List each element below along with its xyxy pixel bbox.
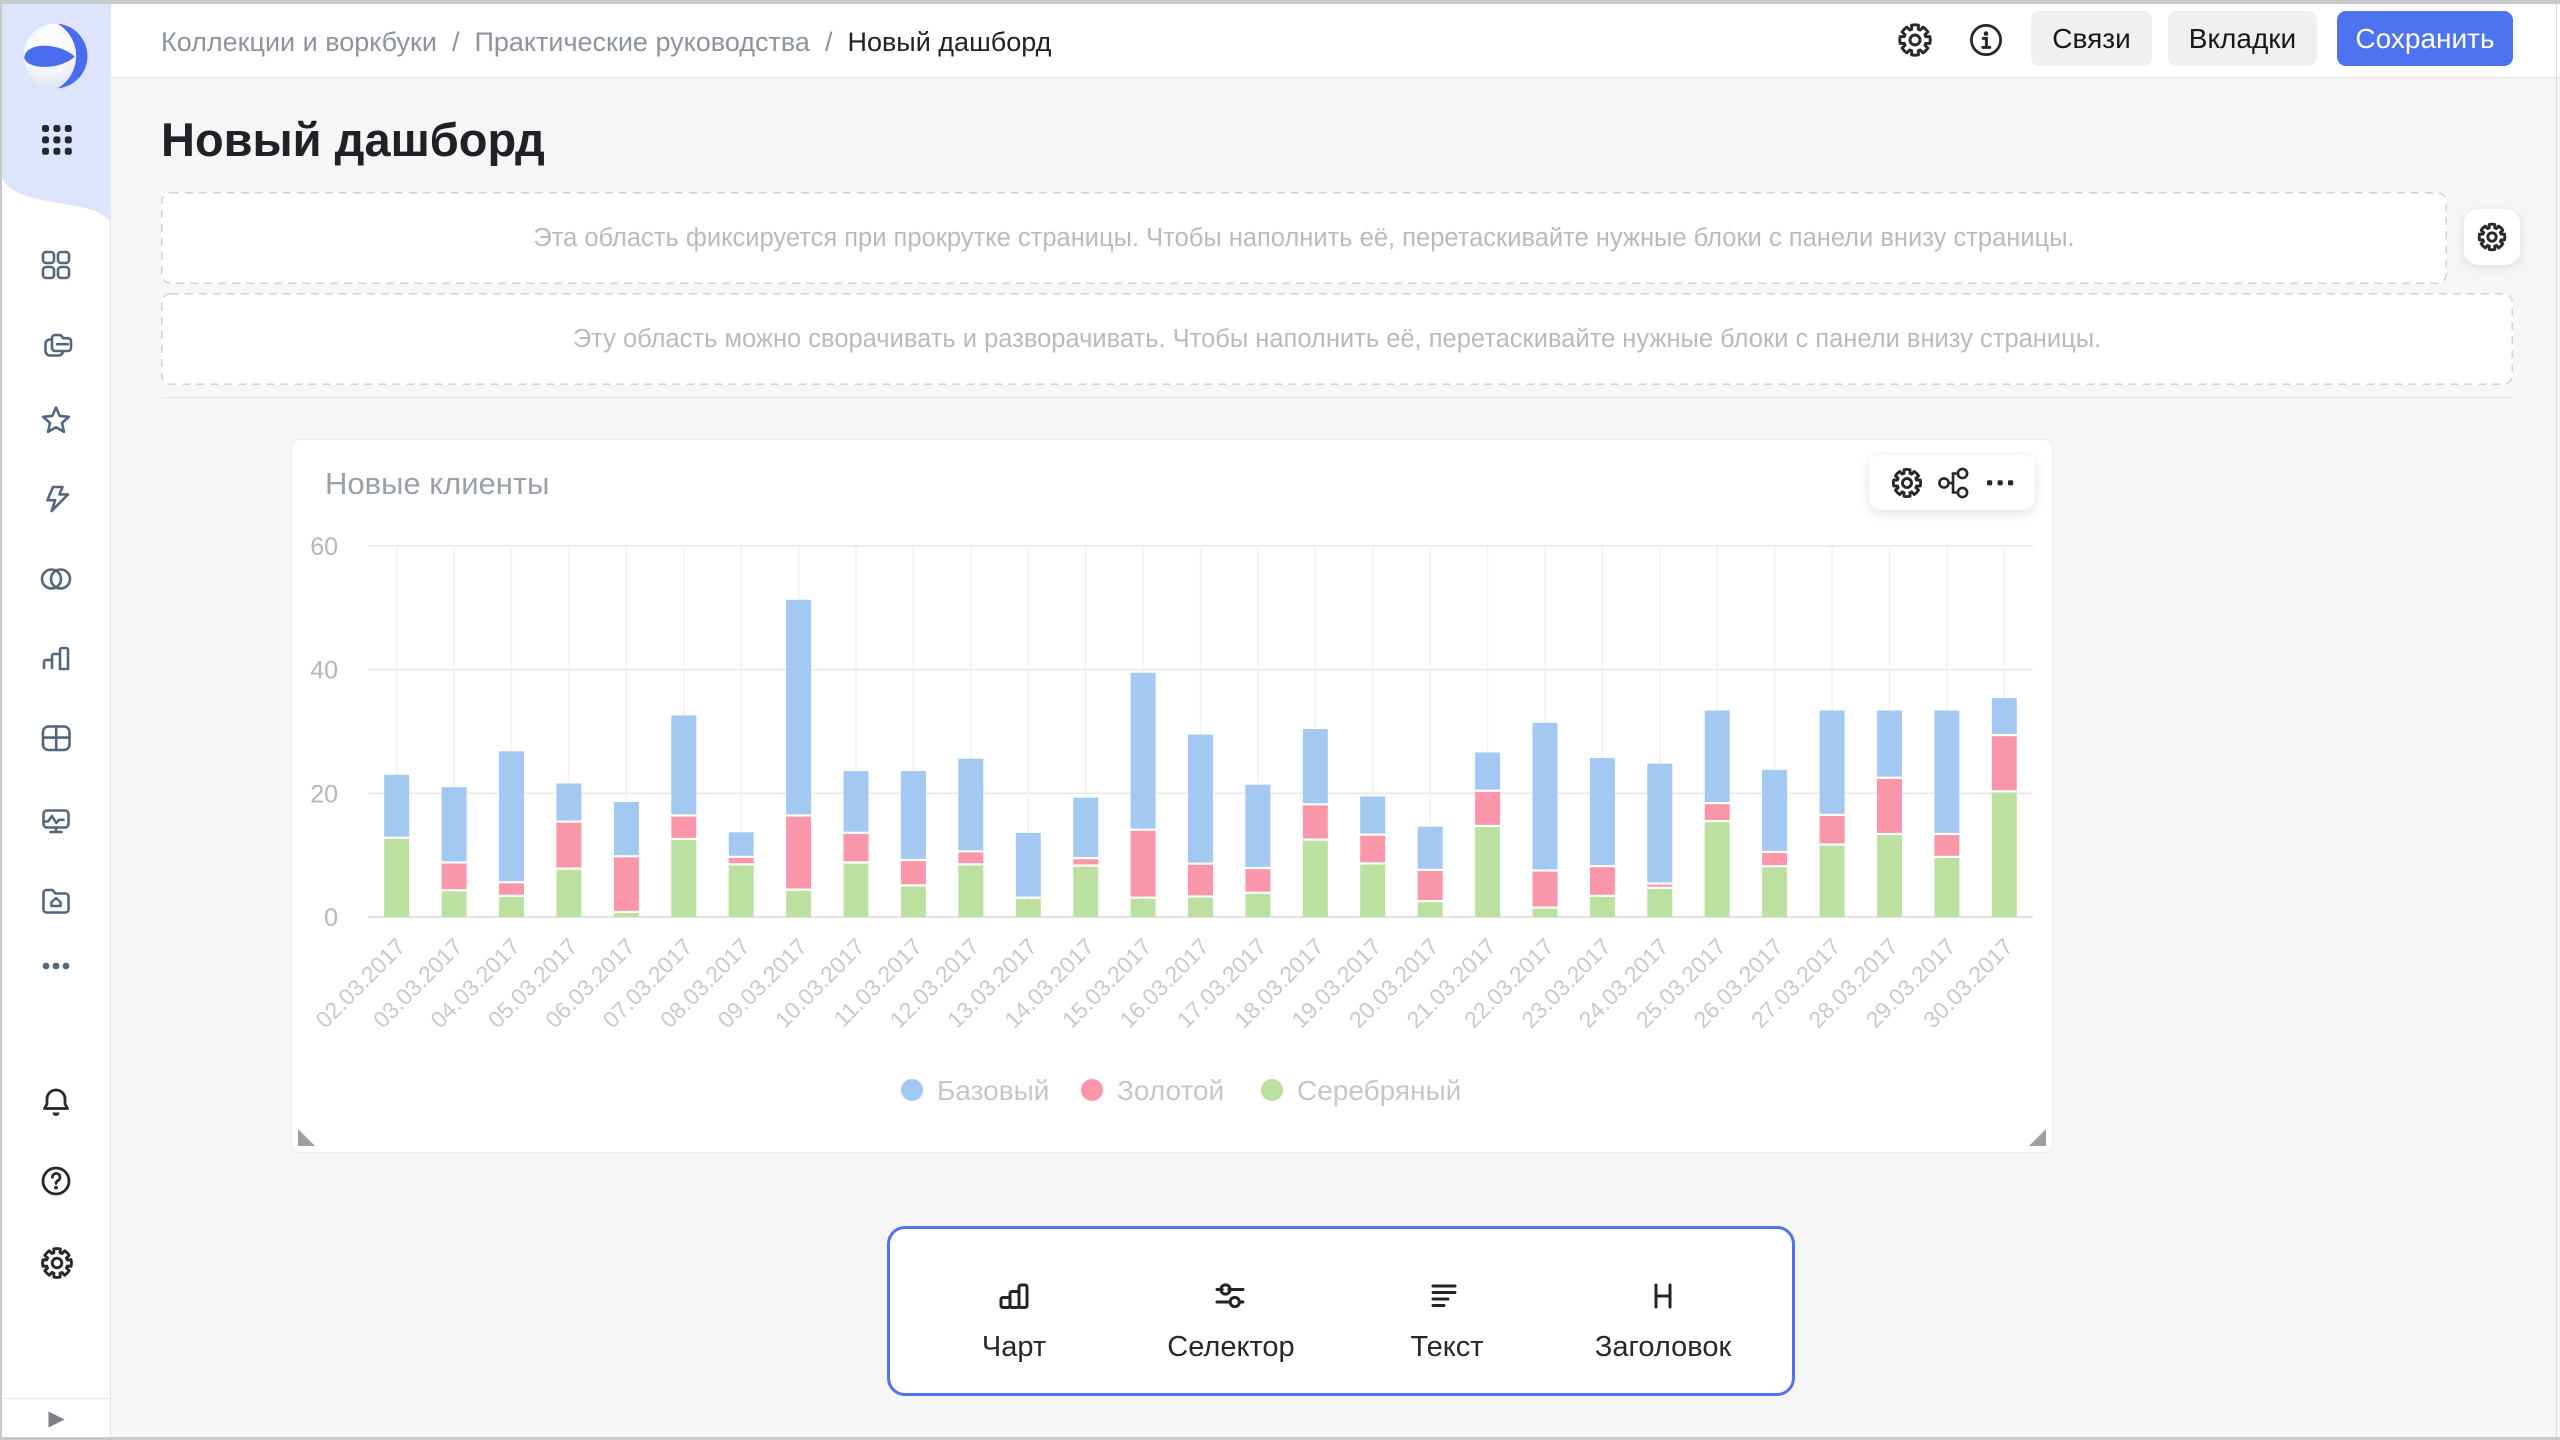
svg-text:Золотой: Золотой	[1117, 1075, 1224, 1106]
svg-text:Базовый: Базовый	[937, 1075, 1049, 1106]
svg-text:40: 40	[310, 657, 338, 685]
svg-text:Серебряный: Серебряный	[1297, 1075, 1461, 1106]
svg-text:0: 0	[324, 904, 338, 932]
svg-text:60: 60	[310, 533, 338, 561]
svg-text:20: 20	[310, 780, 338, 808]
